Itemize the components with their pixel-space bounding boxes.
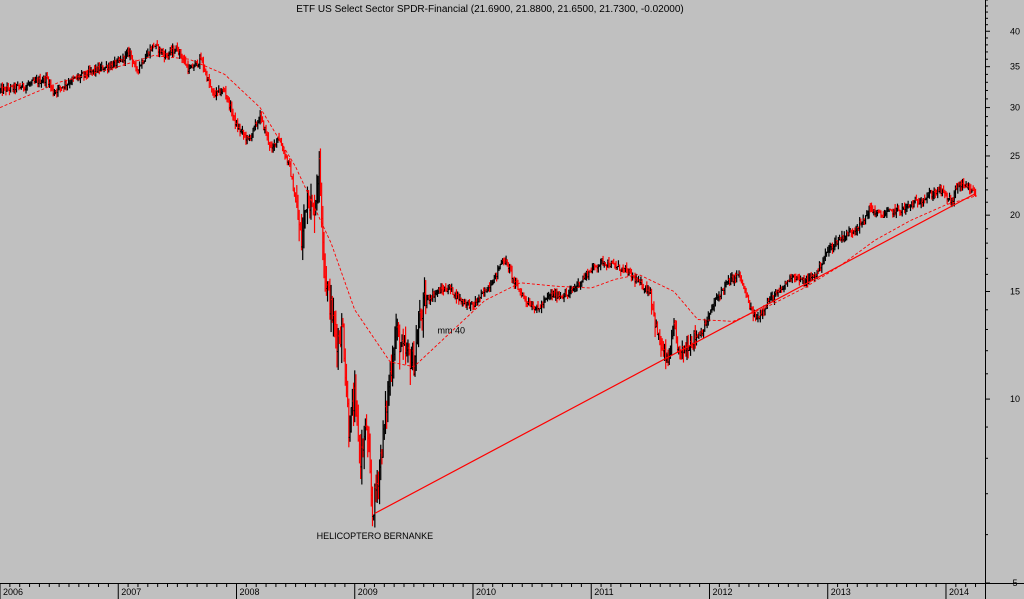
moving-average-line	[0, 55, 976, 368]
chart-title: ETF US Select Sector SPDR-Financial (21.…	[296, 4, 683, 15]
annotation-ma-label: mm 40	[438, 326, 466, 336]
x-tick-label: 2013	[831, 587, 851, 597]
trendline	[374, 192, 976, 514]
y-tick-label: 35	[1010, 62, 1020, 72]
x-tick-label: 2009	[358, 587, 378, 597]
x-tick-label: 2014	[949, 587, 969, 597]
x-tick-label: 2012	[712, 587, 732, 597]
x-tick-label: 2006	[3, 587, 23, 597]
y-tick-label: 5	[1012, 578, 1017, 588]
ma-layer	[0, 55, 976, 514]
y-tick-label: 30	[1010, 103, 1020, 113]
x-tick-label: 2007	[121, 587, 141, 597]
annotation-bernanke: HELICOPTERO BERNANKE	[317, 531, 434, 541]
y-tick-label: 15	[1010, 287, 1020, 297]
y-tick-label: 25	[1010, 151, 1020, 161]
y-tick-label: 20	[1010, 210, 1020, 220]
y-tick-label: 10	[1010, 394, 1020, 404]
y-axis-ticks: 40 35 30 25 20 15 10 5	[985, 0, 1020, 588]
x-tick-label: 2008	[239, 587, 259, 597]
annotations: mm 40 HELICOPTERO BERNANKE	[317, 326, 465, 541]
y-tick-label: 40	[1010, 26, 1020, 36]
x-tick-label: 2011	[594, 587, 613, 597]
x-tick-label: 2010	[476, 587, 496, 597]
x-axis-ticks: 2006 2007 2008 2009 2010 2011 2012 2013 2014	[0, 583, 977, 599]
